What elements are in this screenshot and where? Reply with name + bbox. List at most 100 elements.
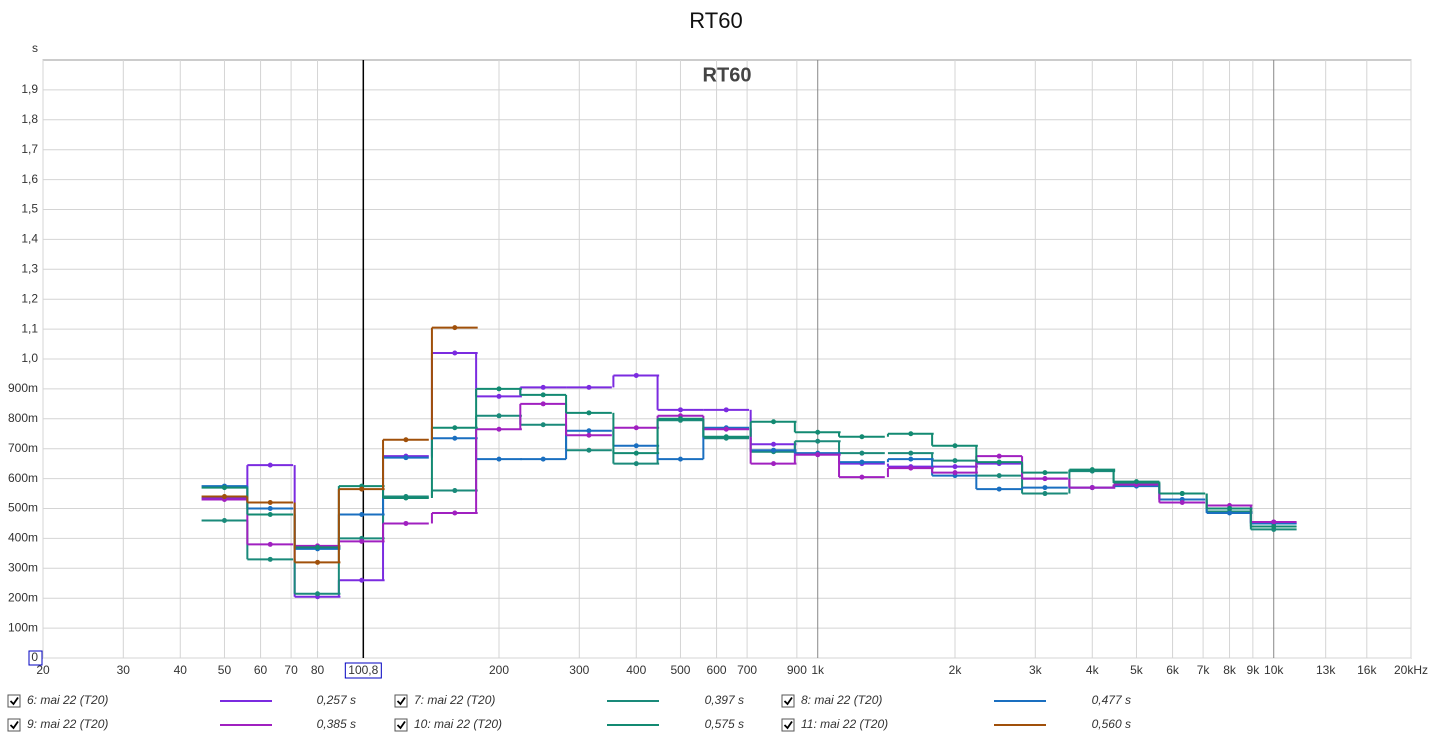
y-tick-label: 1,5 [21, 202, 38, 216]
point [540, 401, 546, 407]
point [540, 384, 546, 390]
point [496, 413, 502, 419]
y-tick-label: 600m [8, 471, 38, 485]
point [771, 461, 777, 467]
point [359, 511, 365, 517]
point [359, 538, 365, 544]
x-tick-label: 80 [311, 663, 325, 677]
legend-name: 8: mai 22 (T20) [801, 693, 882, 707]
point [452, 510, 458, 516]
x-tick-label: 20 [36, 663, 50, 677]
x-tick-label: 6k [1166, 663, 1180, 677]
point [1227, 506, 1233, 511]
point [1042, 485, 1048, 491]
x-tick-label: 900 [787, 663, 807, 677]
point [403, 520, 409, 526]
point [1133, 479, 1139, 485]
point [771, 419, 777, 425]
point [586, 428, 592, 434]
y-tick-label: 700m [8, 441, 38, 455]
point [723, 434, 729, 440]
point [771, 447, 777, 453]
point [723, 426, 729, 432]
point [496, 456, 502, 462]
point [908, 431, 914, 437]
legend-checkbox[interactable] [781, 718, 795, 732]
legend-checkbox[interactable] [781, 694, 795, 708]
legend-check[interactable] [783, 720, 793, 730]
point [359, 577, 365, 583]
point [267, 511, 273, 517]
point [315, 544, 321, 550]
legend-check[interactable] [396, 720, 406, 730]
point [452, 425, 458, 431]
x-tick-label: 60 [254, 663, 268, 677]
y-tick-label: 1,6 [21, 172, 38, 186]
point [771, 441, 777, 447]
legend-name: 9: mai 22 (T20) [27, 717, 108, 731]
y-tick-label: 400m [8, 531, 38, 545]
point [1271, 523, 1277, 529]
point [996, 486, 1002, 492]
point [815, 429, 821, 435]
legend-value: 0,385 s [317, 717, 356, 731]
legend-value: 0,477 s [1092, 693, 1131, 707]
x-tick-label: 10k [1264, 663, 1284, 677]
legend-check[interactable] [9, 720, 19, 730]
point [267, 506, 273, 511]
legend-name: 11: mai 22 (T20) [801, 717, 888, 731]
legend-checkbox[interactable] [7, 718, 21, 732]
x-tick-label: 2k [949, 663, 963, 677]
point [723, 407, 729, 413]
x-tick-label: 3k [1029, 663, 1043, 677]
point [633, 443, 639, 449]
point [859, 459, 865, 465]
x-tick-label: 5k [1130, 663, 1144, 677]
legend-checkbox[interactable] [7, 694, 21, 708]
point [996, 473, 1002, 479]
point [996, 453, 1002, 459]
cursor-label-box [344, 662, 382, 679]
point [908, 456, 914, 462]
legend-checkbox[interactable] [394, 694, 408, 708]
point [496, 386, 502, 392]
x-tick-label: 70 [284, 663, 298, 677]
point [859, 450, 865, 456]
point [315, 559, 321, 565]
y-tick-label: 900m [8, 381, 38, 395]
point [1089, 485, 1095, 491]
point [677, 407, 683, 413]
point [996, 459, 1002, 465]
legend-check[interactable] [783, 696, 793, 706]
legend-check[interactable] [396, 696, 406, 706]
x-tick-label: 7k [1197, 663, 1211, 677]
point [677, 416, 683, 422]
legend-value: 0,257 s [317, 693, 356, 707]
point [952, 464, 958, 470]
point [221, 485, 227, 491]
point [221, 494, 227, 500]
legend-name: 10: mai 22 (T20) [414, 717, 502, 731]
point [815, 452, 821, 458]
y-tick-label: 1,9 [21, 82, 38, 96]
y-unit: s [32, 41, 38, 55]
x-tick-label: 200 [489, 663, 509, 677]
point [452, 350, 458, 356]
point [633, 461, 639, 467]
point [1227, 510, 1233, 516]
legend-check[interactable] [9, 696, 19, 706]
point [452, 488, 458, 494]
point [267, 541, 273, 547]
point [677, 456, 683, 462]
legend-value: 0,560 s [1092, 717, 1131, 731]
x-tick-label: 30 [117, 663, 131, 677]
plot-title: RT60 [703, 64, 752, 86]
point [586, 384, 592, 390]
legend-checkbox[interactable] [394, 718, 408, 732]
point [952, 443, 958, 449]
point [1042, 476, 1048, 482]
point [359, 486, 365, 492]
y-tick-label: 1,3 [21, 261, 38, 275]
legend-value: 0,397 s [705, 693, 744, 707]
